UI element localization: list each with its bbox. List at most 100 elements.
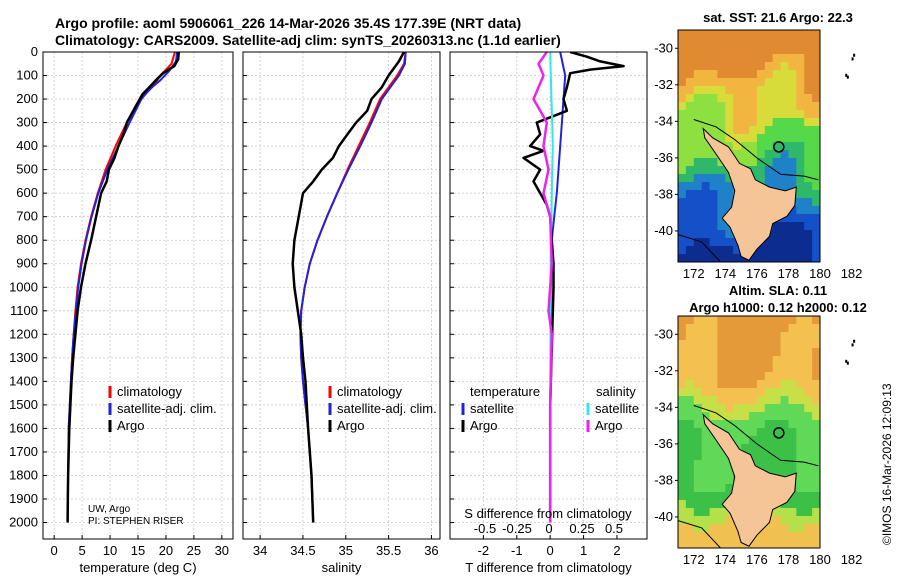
map-cell xyxy=(796,516,805,525)
lat-tick-label: -40 xyxy=(654,223,673,238)
map-cell xyxy=(693,532,703,541)
map-cell xyxy=(725,332,734,341)
lon-tick-label: 178 xyxy=(778,552,800,567)
map-cell xyxy=(788,38,797,47)
map-cell xyxy=(772,404,782,413)
y-tick-label: 1200 xyxy=(9,326,38,341)
map-cell xyxy=(780,524,790,533)
map-cell xyxy=(678,340,687,349)
map-cell xyxy=(812,468,820,477)
map-cell xyxy=(701,316,711,325)
map-cell xyxy=(685,404,695,413)
map-cell xyxy=(701,396,711,405)
map-cell xyxy=(812,230,820,239)
map-cell xyxy=(693,214,703,223)
map-cell xyxy=(796,460,805,469)
map-cell xyxy=(749,254,758,262)
map-cell xyxy=(693,94,703,103)
map-cell xyxy=(812,238,820,247)
map-cell xyxy=(812,324,820,333)
land-north-island xyxy=(702,127,797,261)
map-cell xyxy=(788,516,797,525)
map-cell xyxy=(812,508,820,517)
map-cell xyxy=(796,62,805,71)
map-cell xyxy=(717,396,726,405)
map-cell xyxy=(709,524,719,533)
map-cell xyxy=(788,126,797,135)
map-cell xyxy=(701,444,711,453)
map-cell xyxy=(772,182,782,191)
map-cell xyxy=(764,62,774,71)
map-cell xyxy=(685,166,695,175)
map-cell xyxy=(709,118,719,127)
map-cell xyxy=(741,356,750,365)
map-cell xyxy=(796,214,805,223)
map-cell xyxy=(796,182,805,191)
map-cell xyxy=(709,316,719,325)
map-cell xyxy=(701,86,711,95)
map-cell xyxy=(678,524,687,533)
map-frame xyxy=(677,315,821,549)
map-cell xyxy=(733,532,742,541)
map-cell xyxy=(693,540,703,548)
map-cell xyxy=(796,94,805,103)
map-cell xyxy=(685,380,695,389)
island xyxy=(851,343,854,347)
map-cell xyxy=(804,388,813,397)
map-cell xyxy=(678,436,687,445)
map-cell xyxy=(796,436,805,445)
map-cell xyxy=(693,222,703,231)
map-cell xyxy=(725,524,734,533)
map-cell xyxy=(780,150,790,159)
pi-note-line: UW, Argo xyxy=(88,504,131,515)
map-cell xyxy=(693,126,703,135)
map-cell xyxy=(749,38,758,47)
map-cell xyxy=(772,516,782,525)
map-cell xyxy=(796,86,805,95)
map-cell xyxy=(733,436,742,445)
legend-difference: temperature salinity satellite Argo satellit… xyxy=(461,384,639,536)
map-cell xyxy=(764,380,774,389)
map-cell xyxy=(733,540,742,548)
map-cell xyxy=(717,452,726,461)
map-cell xyxy=(804,444,813,453)
map-cell xyxy=(709,174,719,183)
map-cell xyxy=(685,230,695,239)
map-cell xyxy=(780,78,790,87)
x-tick-label: 34 xyxy=(253,543,267,558)
map-cell xyxy=(756,388,766,397)
map-cell xyxy=(717,102,726,111)
map-cell xyxy=(756,150,766,159)
map-cell xyxy=(796,190,805,199)
island xyxy=(853,53,856,57)
map-cell xyxy=(812,500,820,509)
map-cell xyxy=(717,238,726,247)
map-cell xyxy=(812,484,820,493)
y-tick-label: 1800 xyxy=(9,467,38,482)
map-cell xyxy=(780,214,790,223)
lon-tick-label: 172 xyxy=(683,266,705,281)
map-cell xyxy=(749,158,758,167)
map-cell xyxy=(678,94,687,103)
map-cell xyxy=(804,246,813,255)
map-cell xyxy=(780,118,790,127)
map-cell xyxy=(780,254,790,262)
map-cell xyxy=(812,372,820,381)
map-cell xyxy=(685,492,695,501)
map-cell xyxy=(717,62,726,71)
map-cell xyxy=(685,484,695,493)
map-cell xyxy=(701,476,711,485)
map-cell xyxy=(678,388,687,397)
map-cell xyxy=(709,412,719,421)
map-cell xyxy=(709,166,719,175)
map-cell xyxy=(685,460,695,469)
map-cell xyxy=(685,364,695,373)
x-tick-label: 5 xyxy=(79,543,86,558)
panel-temperature: 0 5 10 15 20 25 30 temperature (deg C) xyxy=(42,51,234,575)
map-cell xyxy=(685,86,695,95)
map-cell xyxy=(701,126,711,135)
map-cell xyxy=(701,182,711,191)
map-cell xyxy=(764,540,774,548)
map-cell xyxy=(804,78,813,87)
map-cell xyxy=(741,332,750,341)
